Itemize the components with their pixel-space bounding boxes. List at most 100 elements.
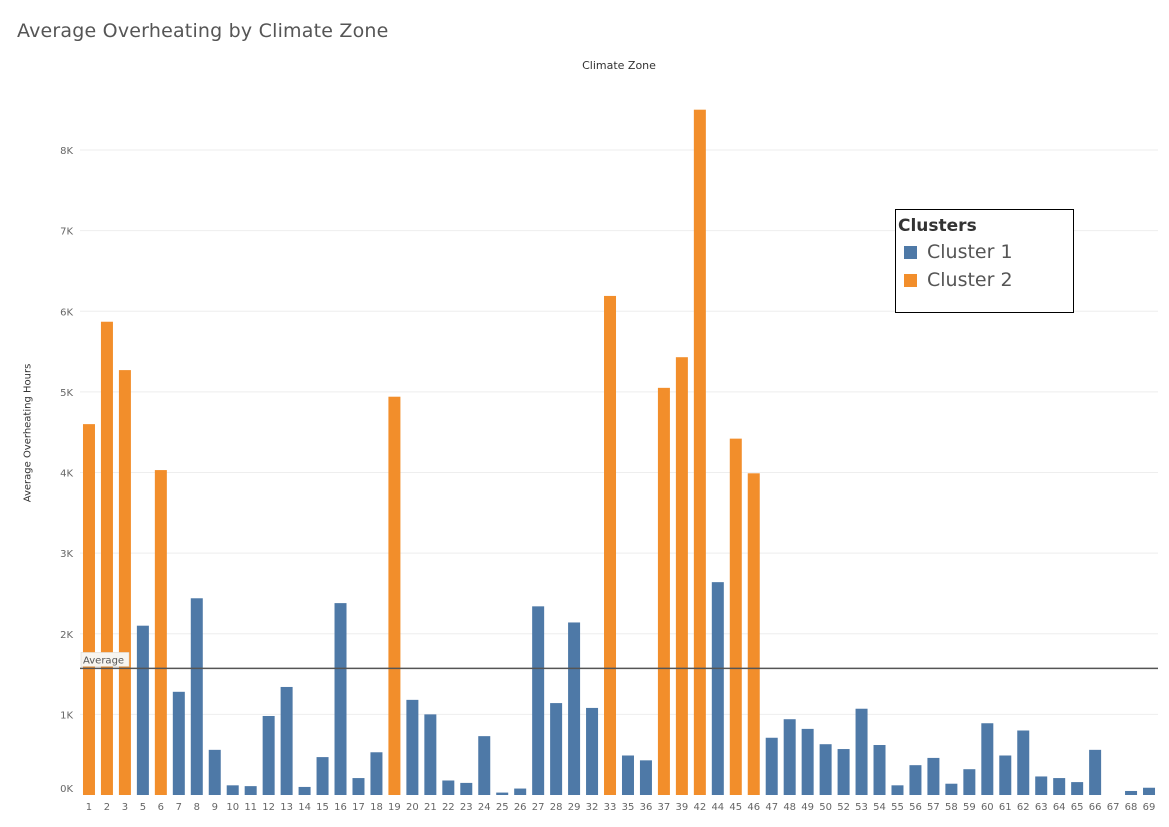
x-tick-label: 1 xyxy=(86,802,92,813)
bar-zone-12[interactable] xyxy=(262,715,275,795)
x-tick-label: 19 xyxy=(388,802,401,813)
bar-zone-64[interactable] xyxy=(1053,778,1066,795)
bar-zone-44[interactable] xyxy=(711,582,724,795)
x-tick-label: 14 xyxy=(298,802,311,813)
bar-zone-69[interactable] xyxy=(1143,787,1156,795)
bar-zone-65[interactable] xyxy=(1071,782,1084,795)
bar-zone-55[interactable] xyxy=(891,785,904,795)
bar-zone-5[interactable] xyxy=(136,625,149,795)
legend-title: Clusters xyxy=(898,216,977,236)
x-tick-label: 3 xyxy=(122,802,128,813)
bar-zone-57[interactable] xyxy=(927,757,940,795)
bar-zone-50[interactable] xyxy=(819,744,832,795)
bar-zone-26[interactable] xyxy=(514,788,527,795)
bar-zone-25[interactable] xyxy=(496,792,509,795)
bar-zone-19[interactable] xyxy=(388,396,401,795)
bar-zone-27[interactable] xyxy=(532,606,545,795)
bar-zone-2[interactable] xyxy=(100,321,113,795)
x-tick-label: 17 xyxy=(352,802,365,813)
bar-zone-62[interactable] xyxy=(1017,730,1030,796)
bar-zone-47[interactable] xyxy=(765,737,778,795)
legend-label-cluster-2: Cluster 2 xyxy=(927,269,1013,291)
bar-zone-3[interactable] xyxy=(118,370,131,795)
bar-zone-1[interactable] xyxy=(82,424,95,795)
bar-zone-8[interactable] xyxy=(190,598,203,795)
x-tick-label: 6 xyxy=(158,802,164,813)
x-tick-label: 33 xyxy=(604,802,617,813)
bar-zone-42[interactable] xyxy=(693,109,706,795)
legend-swatch-cluster-1 xyxy=(904,245,917,259)
bar-zone-68[interactable] xyxy=(1125,790,1138,795)
bar-zone-15[interactable] xyxy=(316,757,329,795)
bar-zone-29[interactable] xyxy=(568,622,581,795)
x-tick-label: 28 xyxy=(550,802,563,813)
bar-zone-37[interactable] xyxy=(657,387,670,795)
bar-zone-58[interactable] xyxy=(945,783,958,795)
y-tick-label: 6K xyxy=(60,307,73,318)
bar-zone-6[interactable] xyxy=(154,470,167,795)
bar-zone-39[interactable] xyxy=(675,357,688,795)
x-tick-label: 61 xyxy=(999,802,1012,813)
bar-zone-45[interactable] xyxy=(729,438,742,795)
legend-item-cluster-1[interactable]: Cluster 1 xyxy=(904,240,1013,264)
x-tick-label: 64 xyxy=(1053,802,1066,813)
x-tick-label: 25 xyxy=(496,802,509,813)
x-tick-label: 52 xyxy=(837,802,850,813)
bar-zone-18[interactable] xyxy=(370,752,383,795)
bar-zone-49[interactable] xyxy=(801,728,814,795)
x-tick-label: 9 xyxy=(212,802,218,813)
x-tick-label: 58 xyxy=(945,802,958,813)
bar-zone-48[interactable] xyxy=(783,719,796,795)
x-tick-label: 60 xyxy=(981,802,994,813)
y-tick-label: 8K xyxy=(60,146,73,157)
x-tick-label: 36 xyxy=(640,802,653,813)
bar-zone-46[interactable] xyxy=(747,473,760,795)
bar-zone-16[interactable] xyxy=(334,603,347,795)
average-reference: Average xyxy=(80,652,1158,670)
bar-zone-20[interactable] xyxy=(406,699,419,795)
x-tick-label: 20 xyxy=(406,802,419,813)
bar-zone-54[interactable] xyxy=(873,745,886,795)
bar-zone-23[interactable] xyxy=(460,782,473,795)
x-tick-label: 63 xyxy=(1035,802,1048,813)
bar-zone-66[interactable] xyxy=(1089,749,1102,795)
bar-zone-14[interactable] xyxy=(298,786,311,795)
bar-zone-13[interactable] xyxy=(280,686,293,795)
bar-zone-36[interactable] xyxy=(639,760,652,795)
bar-zone-28[interactable] xyxy=(550,703,563,795)
x-tick-label: 62 xyxy=(1017,802,1030,813)
bar-zone-52[interactable] xyxy=(837,749,850,795)
x-tick-label: 8 xyxy=(194,802,200,813)
x-tick-label: 50 xyxy=(819,802,832,813)
column-header: Climate Zone xyxy=(582,59,656,72)
legend-item-cluster-2[interactable]: Cluster 2 xyxy=(904,268,1013,292)
x-tick-label: 46 xyxy=(747,802,760,813)
bar-zone-61[interactable] xyxy=(999,755,1012,795)
bar-zone-22[interactable] xyxy=(442,780,455,795)
bar-zone-10[interactable] xyxy=(226,785,239,795)
y-tick-label: 2K xyxy=(60,630,73,641)
x-tick-label: 59 xyxy=(963,802,976,813)
bar-zone-7[interactable] xyxy=(172,691,185,795)
bar-zone-59[interactable] xyxy=(963,769,976,795)
bar-zone-21[interactable] xyxy=(424,714,437,795)
legend[interactable]: Clusters Cluster 1 Cluster 2 xyxy=(895,209,1074,313)
x-tick-label: 29 xyxy=(568,802,581,813)
x-tick-label: 13 xyxy=(280,802,293,813)
bar-zone-24[interactable] xyxy=(478,736,491,795)
bar-zone-33[interactable] xyxy=(604,295,617,795)
bar-zone-53[interactable] xyxy=(855,708,868,795)
bar-zone-9[interactable] xyxy=(208,749,221,795)
legend-label-cluster-1: Cluster 1 xyxy=(927,241,1013,263)
bar-zone-63[interactable] xyxy=(1035,776,1048,795)
average-label-box xyxy=(80,652,130,667)
bar-zone-17[interactable] xyxy=(352,778,365,795)
bar-zone-35[interactable] xyxy=(621,755,634,795)
bar-zone-11[interactable] xyxy=(244,786,257,795)
bar-zone-60[interactable] xyxy=(981,723,994,795)
bar-zone-32[interactable] xyxy=(586,707,599,795)
bar-zone-56[interactable] xyxy=(909,765,922,795)
x-tick-label: 15 xyxy=(316,802,329,813)
x-tick-label: 65 xyxy=(1071,802,1084,813)
